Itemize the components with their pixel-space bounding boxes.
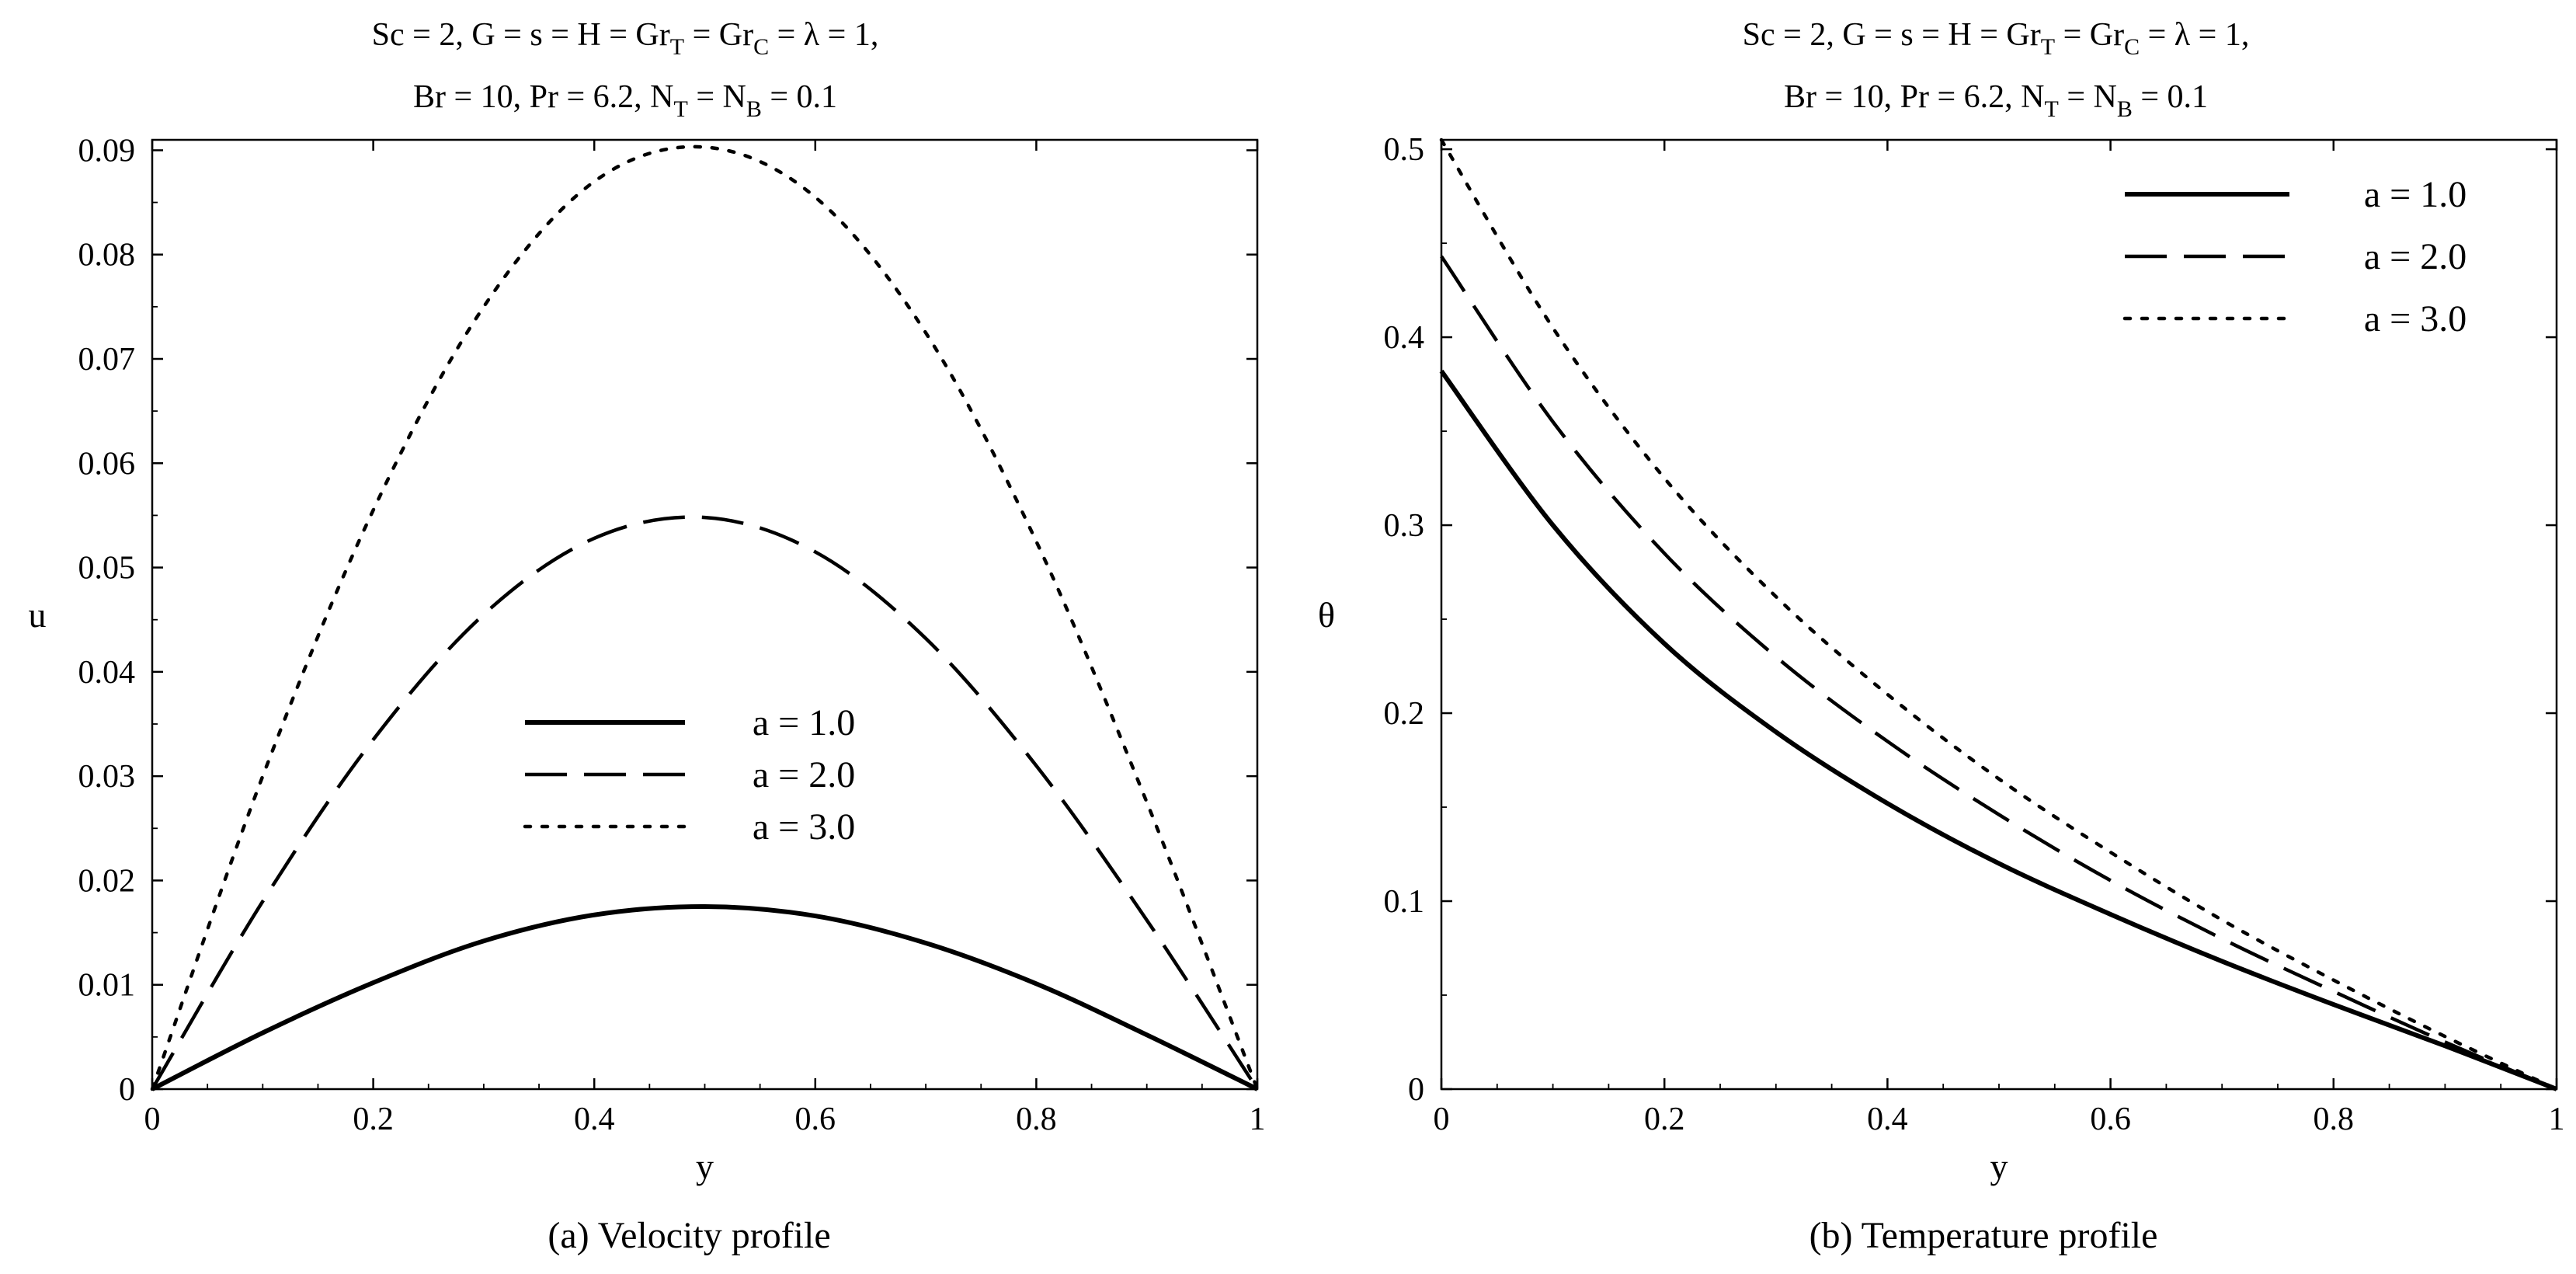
title-subscript: C bbox=[753, 34, 769, 60]
title-part: = 0.1 bbox=[2133, 79, 2208, 115]
chart-title-line1: Sc = 2, G = s = H = GrT = GrC = λ = 1, bbox=[1743, 17, 2250, 60]
x-axis-label: y bbox=[1990, 1147, 2008, 1186]
title-part: = λ = 1, bbox=[2140, 17, 2249, 53]
y-tick-label: 0.1 bbox=[1384, 884, 1425, 920]
y-tick-label: 0.3 bbox=[1384, 508, 1425, 544]
title-part: = Gr bbox=[2055, 17, 2124, 53]
y-tick-label: 0.02 bbox=[78, 863, 136, 899]
y-tick-label: 0.08 bbox=[78, 238, 136, 273]
title-part: Sc = 2, G = s = H = Gr bbox=[1743, 17, 2041, 53]
title-subscript: T bbox=[2045, 96, 2059, 122]
legend-label-2: a = 2.0 bbox=[2364, 236, 2466, 277]
legend-label-1: a = 1.0 bbox=[2364, 174, 2466, 215]
chart-title-line2: Br = 10, Pr = 6.2, NT = NB = 0.1 bbox=[1784, 79, 2208, 122]
title-part: = Gr bbox=[684, 17, 753, 53]
y-tick-label: 0.01 bbox=[78, 968, 136, 1004]
series-line-1 bbox=[1439, 369, 2558, 1091]
chart-title-line2: Br = 10, Pr = 6.2, NT = NB = 0.1 bbox=[413, 79, 837, 122]
plot-frame bbox=[151, 138, 1259, 1091]
y-tick-label: 0.2 bbox=[1384, 696, 1425, 732]
y-tick-label: 0 bbox=[119, 1072, 135, 1108]
title-part: Br = 10, Pr = 6.2, N bbox=[413, 79, 674, 115]
x-tick-label: 0.4 bbox=[1867, 1102, 1908, 1137]
y-tick-label: 0.5 bbox=[1384, 132, 1425, 168]
series-line-2 bbox=[1440, 255, 2557, 1091]
title-subscript: B bbox=[2117, 96, 2133, 122]
velocity-panel: Sc = 2, G = s = H = GrT = GrC = λ = 1,Br… bbox=[29, 17, 1266, 1256]
title-part: = N bbox=[688, 79, 746, 115]
plot-frame bbox=[1440, 138, 2558, 1091]
legend-label-3: a = 3.0 bbox=[2364, 298, 2466, 339]
title-part: Br = 10, Pr = 6.2, N bbox=[1784, 79, 2045, 115]
x-tick-label: 0.6 bbox=[2090, 1102, 2131, 1137]
x-tick-label: 0.6 bbox=[795, 1102, 836, 1137]
x-tick-label: 0 bbox=[144, 1102, 161, 1137]
y-tick-label: 0.05 bbox=[78, 551, 136, 587]
temperature-panel: Sc = 2, G = s = H = GrT = GrC = λ = 1,Br… bbox=[1318, 17, 2565, 1256]
legend-label-3: a = 3.0 bbox=[753, 806, 855, 848]
title-subscript: T bbox=[2041, 34, 2055, 60]
series-line-2 bbox=[151, 515, 1259, 1091]
x-tick-label: 0.2 bbox=[353, 1102, 394, 1137]
y-tick-label: 0.03 bbox=[78, 759, 136, 795]
x-tick-label: 1 bbox=[1250, 1102, 1266, 1137]
panel-caption: (a) Velocity profile bbox=[548, 1215, 830, 1256]
series-line-1 bbox=[151, 903, 1259, 1091]
title-subscript: T bbox=[670, 34, 684, 60]
legend-label-2: a = 2.0 bbox=[753, 754, 855, 795]
x-tick-label: 0.8 bbox=[2314, 1102, 2355, 1137]
x-tick-label: 0.4 bbox=[574, 1102, 615, 1137]
series-line-3 bbox=[1439, 137, 2559, 1091]
chart-title-line1: Sc = 2, G = s = H = GrT = GrC = λ = 1, bbox=[372, 17, 879, 60]
legend-label-1: a = 1.0 bbox=[753, 702, 855, 743]
series-line-3 bbox=[150, 144, 1260, 1091]
x-tick-label: 1 bbox=[2549, 1102, 2565, 1137]
title-part: = N bbox=[2059, 79, 2117, 115]
title-subscript: T bbox=[674, 96, 688, 122]
y-tick-label: 0.06 bbox=[78, 446, 136, 482]
title-part: = 0.1 bbox=[762, 79, 837, 115]
y-tick-label: 0.04 bbox=[78, 655, 136, 691]
y-axis-label: θ bbox=[1318, 595, 1335, 635]
title-part: = λ = 1, bbox=[769, 17, 878, 53]
y-tick-label: 0.4 bbox=[1384, 320, 1425, 356]
x-tick-label: 0 bbox=[1434, 1102, 1450, 1137]
title-subscript: B bbox=[746, 96, 762, 122]
y-tick-label: 0.07 bbox=[78, 342, 136, 378]
x-tick-label: 0.2 bbox=[1644, 1102, 1685, 1137]
x-axis-label: y bbox=[696, 1147, 714, 1186]
y-axis-label: u bbox=[29, 595, 47, 635]
panel-caption: (b) Temperature profile bbox=[1809, 1215, 2158, 1256]
y-tick-label: 0.09 bbox=[78, 133, 136, 169]
y-tick-label: 0 bbox=[1408, 1072, 1424, 1108]
title-part: Sc = 2, G = s = H = Gr bbox=[372, 17, 670, 53]
x-tick-label: 0.8 bbox=[1016, 1102, 1057, 1137]
title-subscript: C bbox=[2124, 34, 2140, 60]
